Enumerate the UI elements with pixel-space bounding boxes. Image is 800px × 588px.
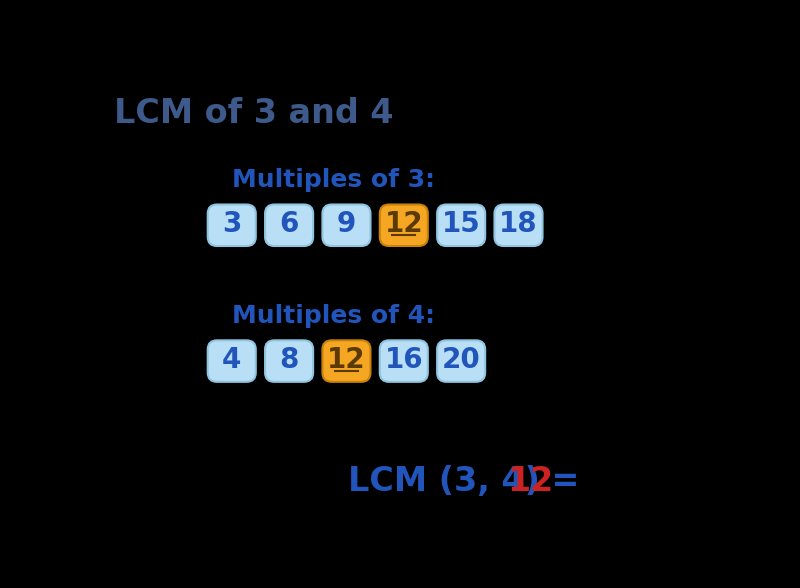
Text: Multiples of 3:: Multiples of 3: — [232, 168, 434, 192]
Text: LCM of 3 and 4: LCM of 3 and 4 — [114, 97, 394, 130]
FancyBboxPatch shape — [208, 205, 256, 246]
FancyBboxPatch shape — [322, 340, 370, 382]
FancyBboxPatch shape — [208, 340, 256, 382]
FancyBboxPatch shape — [265, 205, 313, 246]
FancyBboxPatch shape — [494, 205, 542, 246]
Text: 15: 15 — [442, 210, 481, 238]
Text: 6: 6 — [279, 210, 298, 238]
FancyBboxPatch shape — [380, 205, 428, 246]
Text: 4: 4 — [222, 346, 242, 373]
Text: 9: 9 — [337, 210, 356, 238]
Text: 8: 8 — [279, 346, 298, 373]
FancyBboxPatch shape — [437, 340, 485, 382]
Text: 12: 12 — [327, 346, 366, 373]
Text: Multiples of 4:: Multiples of 4: — [232, 304, 434, 328]
FancyBboxPatch shape — [265, 340, 313, 382]
Text: 12: 12 — [385, 210, 423, 238]
FancyBboxPatch shape — [380, 340, 428, 382]
Text: 20: 20 — [442, 346, 481, 373]
Text: 18: 18 — [499, 210, 538, 238]
Text: 16: 16 — [385, 346, 423, 373]
Text: LCM (3, 4) =: LCM (3, 4) = — [348, 465, 591, 498]
Text: 3: 3 — [222, 210, 242, 238]
FancyBboxPatch shape — [437, 205, 485, 246]
FancyBboxPatch shape — [322, 205, 370, 246]
Text: 12: 12 — [507, 465, 553, 498]
